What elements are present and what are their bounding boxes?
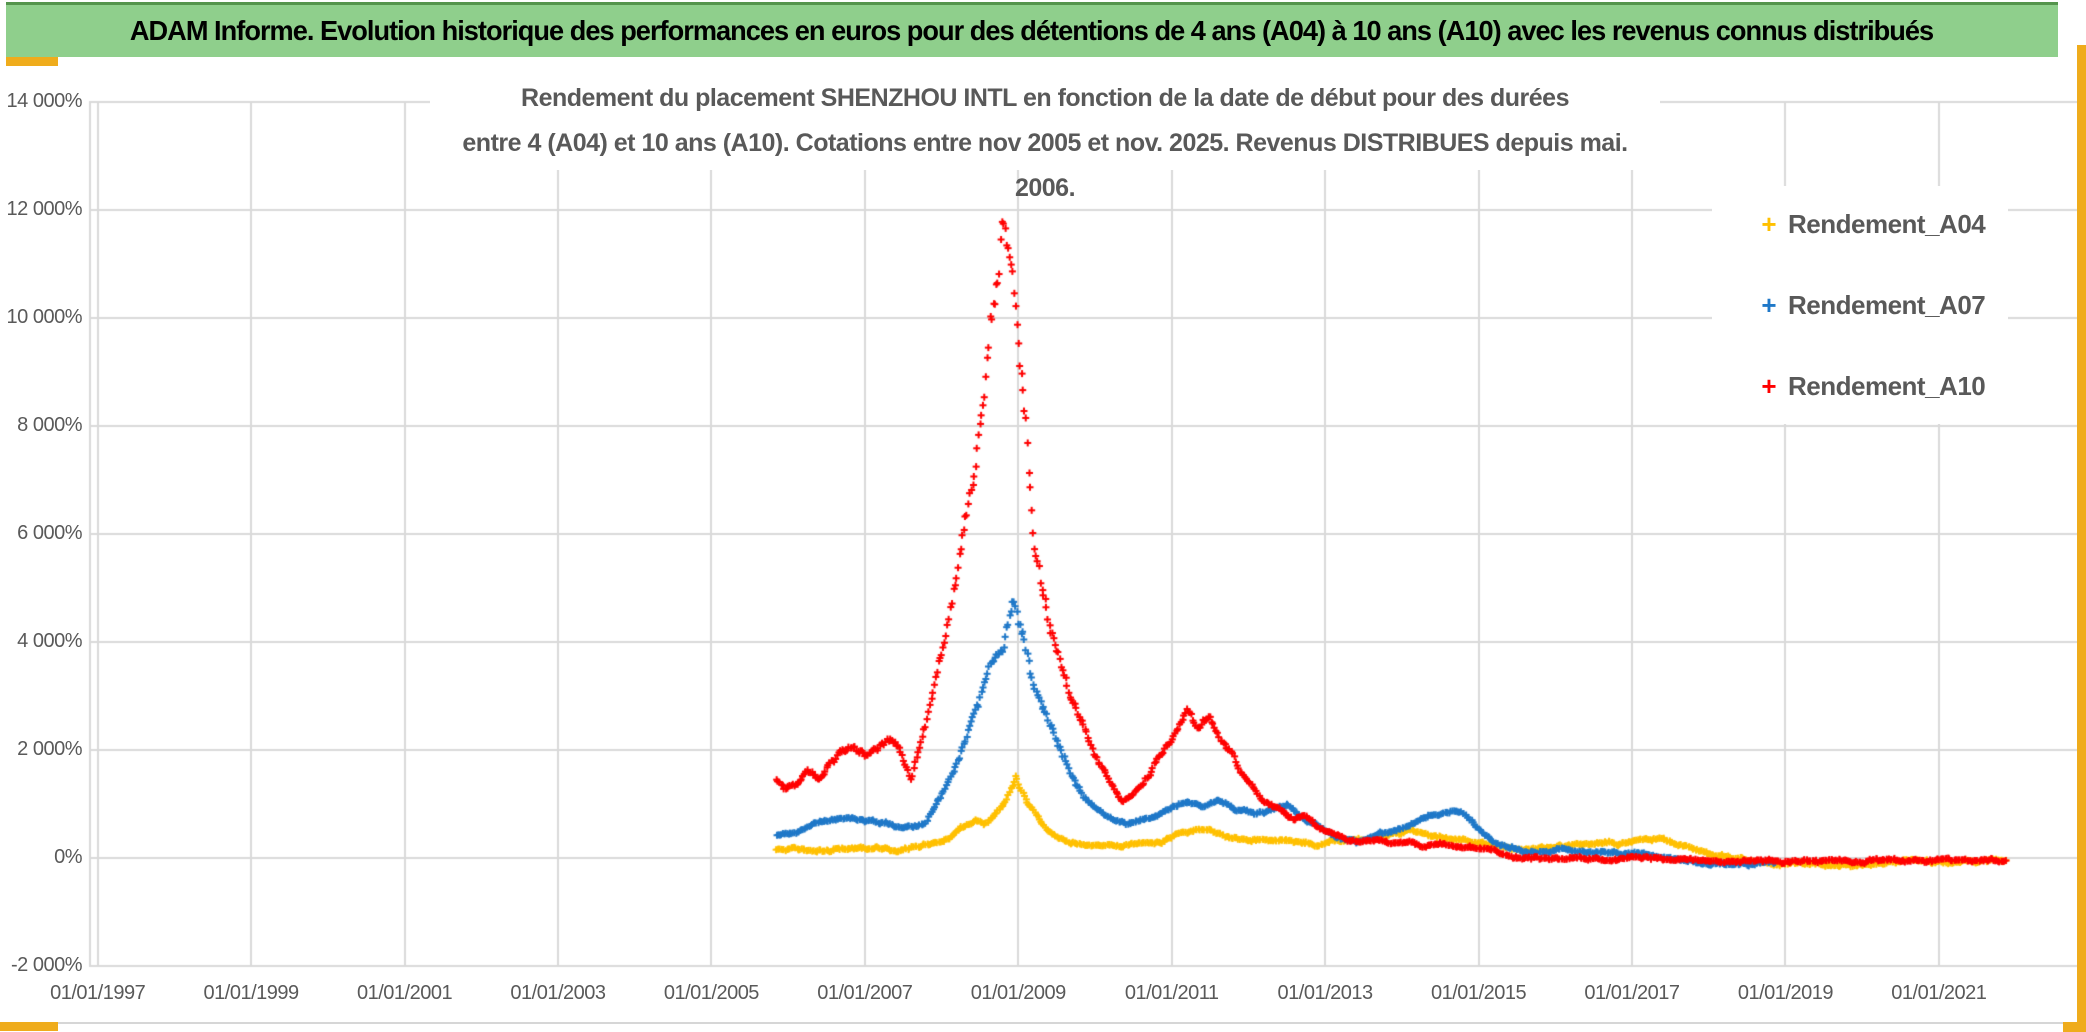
x-tick-label: 01/01/2007 [817, 982, 913, 1004]
legend-item-a04[interactable]: + Rendement_A04 [1712, 192, 2008, 256]
x-tick-label: 01/01/2015 [1430, 982, 1527, 1004]
y-tick-label: 10 000% [6, 306, 83, 328]
plus-marker-icon: + [1761, 209, 1777, 239]
y-tick-label: 14 000% [6, 90, 83, 112]
chart-legend: + Rendement_A04 + Rendement_A07 + Rendem… [1712, 186, 2008, 424]
chart-title-line1: Rendement du placement SHENZHOU INTL en … [521, 84, 1569, 112]
x-tick-label: 01/01/2005 [663, 982, 760, 1004]
bottom-divider [0, 1022, 2086, 1024]
banner-title: ADAM Informe. Evolution historique des p… [130, 15, 1934, 46]
x-tick-label: 01/01/2017 [1584, 982, 1680, 1004]
gold-accent-bottom-left [0, 1022, 58, 1031]
legend-label: Rendement_A10 [1788, 370, 1986, 401]
y-tick-label: 0% [54, 846, 82, 868]
gold-accent-right-bar [2077, 45, 2086, 1032]
x-tick-label: 01/01/2009 [970, 982, 1067, 1004]
legend-item-a07[interactable]: + Rendement_A07 [1712, 273, 2008, 337]
plus-marker-icon: + [1761, 371, 1777, 401]
chart-title: Rendement du placement SHENZHOU INTL en … [430, 72, 1660, 202]
legend-label: Rendement_A07 [1788, 289, 1986, 320]
x-tick-label: 01/01/1999 [203, 982, 300, 1004]
sheet-header-banner: ADAM Informe. Evolution historique des p… [6, 2, 2058, 57]
y-tick-label: -2 000% [11, 954, 83, 976]
y-tick-label: 6 000% [17, 522, 82, 544]
plus-marker-icon: + [1761, 290, 1777, 320]
gold-accent-top-left [6, 57, 58, 66]
x-tick-label: 01/01/1997 [50, 982, 146, 1004]
x-tick-label: 01/01/2013 [1277, 982, 1374, 1004]
y-tick-label: 4 000% [17, 630, 82, 652]
y-tick-label: 2 000% [17, 738, 82, 760]
x-tick-label: 01/01/2019 [1737, 982, 1834, 1004]
y-tick-label: 12 000% [6, 198, 83, 220]
y-tick-label: 8 000% [17, 414, 82, 436]
legend-item-a10[interactable]: + Rendement_A10 [1712, 354, 2008, 418]
x-tick-label: 01/01/2011 [1124, 982, 1219, 1004]
x-tick-label: 01/01/2021 [1891, 982, 1987, 1004]
x-tick-label: 01/01/2003 [510, 982, 606, 1004]
x-tick-label: 01/01/2001 [356, 982, 453, 1004]
gold-accent-bottom-right [2063, 1022, 2086, 1032]
chart-title-line2: entre 4 (A04) et 10 ans (A10). Cotations… [462, 129, 1628, 202]
legend-label: Rendement_A04 [1788, 208, 1986, 239]
